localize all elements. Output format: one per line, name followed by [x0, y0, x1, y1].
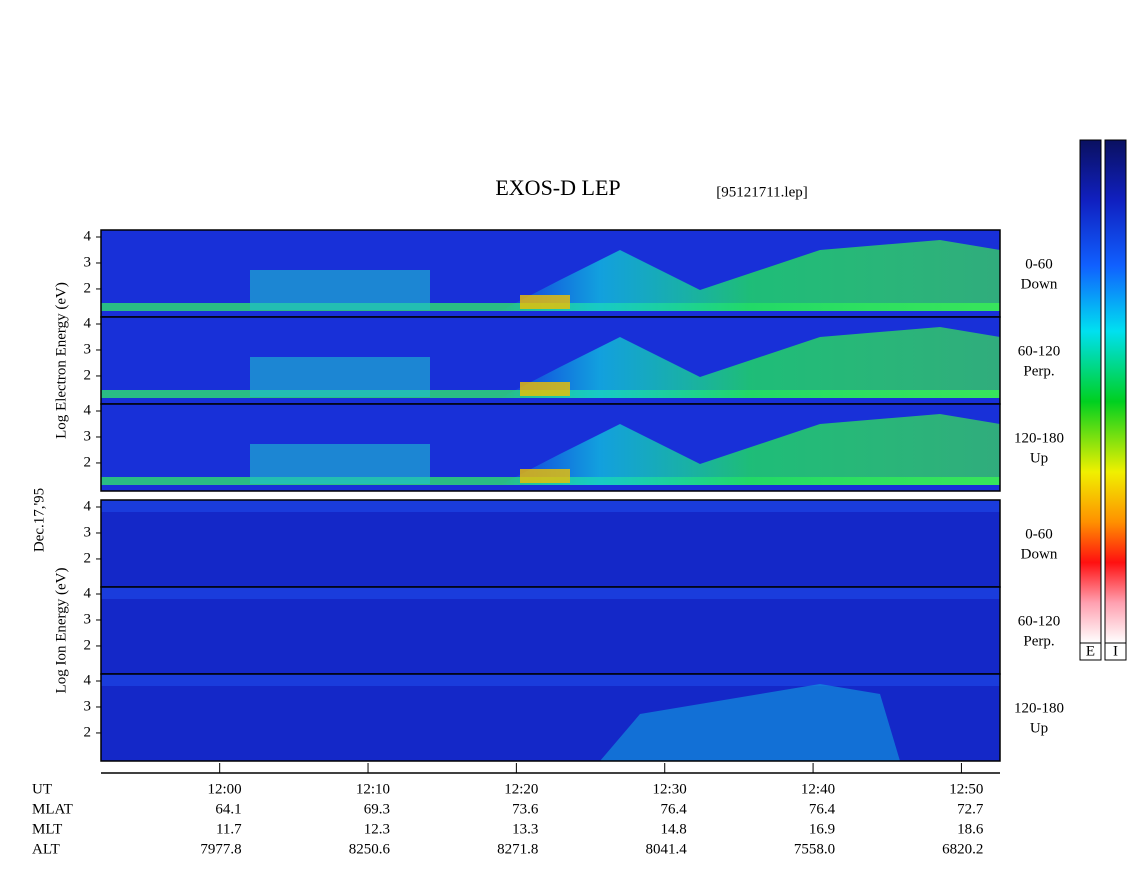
- ephemeris-value: 76.4: [660, 801, 687, 817]
- y-tick-label: 4: [84, 672, 92, 688]
- y-tick-label: 4: [84, 498, 92, 514]
- ephemeris-name: ALT: [32, 841, 60, 857]
- panel-frame: [100, 673, 1001, 762]
- spectrogram-feature: [250, 270, 430, 310]
- x-axis-label: UT: [32, 781, 52, 797]
- ephemeris-value: 8271.8: [497, 841, 538, 857]
- spectrogram-feature: [600, 684, 900, 761]
- x-tick-label: 12:50: [949, 781, 983, 797]
- y-tick-label: 2: [84, 454, 92, 470]
- spectrogram-feature: [520, 469, 570, 483]
- y-tick-label: 4: [84, 228, 92, 244]
- ephemeris-value: 11.7: [216, 821, 242, 837]
- panel-background: [101, 587, 1000, 674]
- spectrogram-feature: [101, 674, 1000, 686]
- date-label: Dec.17,'95: [31, 488, 47, 552]
- spectrogram-feature: [250, 444, 430, 484]
- y-tick-label: 4: [84, 315, 92, 331]
- x-tick-label: 12:40: [801, 781, 835, 797]
- y-tick-label: 4: [84, 402, 92, 418]
- x-tick-label: 12:00: [208, 781, 242, 797]
- ephemeris-value: 8041.4: [645, 841, 687, 857]
- spectrogram-feature: [250, 357, 430, 397]
- y-tick-label: 2: [84, 280, 92, 296]
- colorbars: [1079, 139, 1127, 661]
- panel-sublabel: Up: [1030, 450, 1048, 466]
- panel-sublabel: Perp.: [1023, 633, 1054, 649]
- y-tick-label: 4: [84, 585, 92, 601]
- spectrogram-feature: [500, 414, 1000, 485]
- y-tick-label: 3: [84, 254, 92, 270]
- panel-label: 0-60: [1025, 256, 1053, 272]
- spectrogram-feature: [520, 295, 570, 309]
- ephemeris-value: 73.6: [512, 801, 539, 817]
- x-tick-label: 12:10: [356, 781, 390, 797]
- y-tick-label: 3: [84, 611, 92, 627]
- ephemeris-value: 16.9: [809, 821, 835, 837]
- y-axis-label: Log Ion Energy (eV): [53, 568, 69, 694]
- ephemeris-value: 69.3: [364, 801, 390, 817]
- x-tick-label: 12:20: [504, 781, 538, 797]
- file-name: [95121711.lep]: [716, 184, 808, 200]
- ephemeris-name: MLAT: [32, 801, 73, 817]
- y-tick-label: 2: [84, 550, 92, 566]
- panel-label: 0-60: [1025, 526, 1053, 542]
- spectrogram-feature: [500, 327, 1000, 398]
- panel-sublabel: Up: [1030, 720, 1048, 736]
- y-axis-label: Log Electron Energy (eV): [53, 282, 69, 439]
- colorbar-label: E: [1086, 643, 1095, 659]
- x-tick-label: 12:30: [653, 781, 687, 797]
- y-tick-label: 3: [84, 428, 92, 444]
- y-tick-label: 3: [84, 524, 92, 540]
- panel-sublabel: Down: [1021, 546, 1058, 562]
- spectrogram-feature: [101, 500, 1000, 512]
- ephemeris-value: 18.6: [957, 821, 984, 837]
- panel-frame: [100, 403, 1001, 492]
- colorbar-label: I: [1113, 643, 1118, 659]
- chart-title: EXOS-D LEP: [495, 175, 620, 200]
- ephemeris-value: 64.1: [215, 801, 241, 817]
- spectrogram-feature: [520, 382, 570, 396]
- y-tick-label: 2: [84, 724, 92, 740]
- ephemeris-value: 76.4: [809, 801, 836, 817]
- y-tick-label: 3: [84, 341, 92, 357]
- panel-label: 120-180: [1014, 700, 1064, 716]
- ephemeris-value: 7977.8: [200, 841, 241, 857]
- panel-label: 120-180: [1014, 430, 1064, 446]
- y-tick-label: 3: [84, 698, 92, 714]
- panel-sublabel: Down: [1021, 276, 1058, 292]
- y-tick-label: 2: [84, 637, 92, 653]
- ephemeris-value: 12.3: [364, 821, 390, 837]
- ephemeris-value: 8250.6: [349, 841, 391, 857]
- spectrogram-feature: [500, 240, 1000, 311]
- y-tick-label: 2: [84, 367, 92, 383]
- ephemeris-value: 13.3: [512, 821, 538, 837]
- spectrogram-feature: [101, 587, 1000, 599]
- panel-label: 60-120: [1018, 613, 1061, 629]
- ephemeris-name: MLT: [32, 821, 62, 837]
- panel-label: 60-120: [1018, 343, 1061, 359]
- ephemeris-value: 14.8: [660, 821, 686, 837]
- ephemeris-value: 7558.0: [794, 841, 835, 857]
- ephemeris-value: 6820.2: [942, 841, 983, 857]
- ephemeris-value: 72.7: [957, 801, 984, 817]
- panel-background: [101, 500, 1000, 587]
- panel-sublabel: Perp.: [1023, 363, 1054, 379]
